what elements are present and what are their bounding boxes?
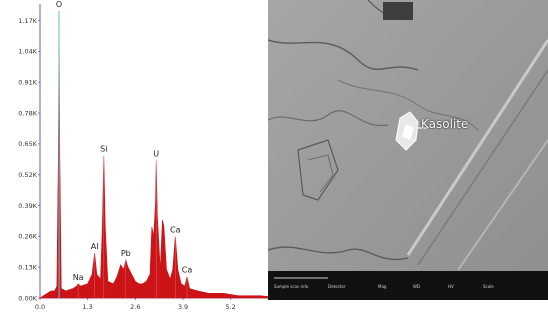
x-tick-label: 3.9 [178,303,188,311]
peak-label: Al [91,242,99,251]
y-tick-label: 1.04K [18,48,37,56]
x-tick-labels: 0.0 1.3 2.6 3.9 5.2 [35,298,236,311]
info-bar-text-3: Mag [378,284,387,289]
info-bar-text-2: Detector [328,284,346,289]
peak-label: Ca [182,266,193,275]
sem-info-bar [268,271,548,300]
sem-micrograph-image: Sample scan info Detector Mag WD HV Scal… [268,0,548,300]
info-bar-text-5: HV [448,284,454,289]
y-tick-label: 0.91K [18,79,37,87]
spectrum-layer [38,11,283,299]
kasolite-highlight [402,124,414,140]
sem-background [268,0,548,300]
peak-label: Na [73,273,84,282]
sem-micrograph: Sample scan info Detector Mag WD HV Scal… [268,0,548,300]
plot-area: 0.00K 0.13K 0.26K 0.39K 0.52K 0.65K 0.78K 0.91K… [18,0,283,311]
y-tick-label: 0.52K [18,171,37,179]
peak-label: Pb [121,249,131,258]
kasolite-annotation: Kasolite [421,117,469,131]
info-bar-text-6: Scale [483,284,494,289]
y-tick-label: 0.65K [18,140,37,148]
info-bar-text-1: Sample scan info [274,284,309,289]
y-tick-label: 0.13K [18,263,37,271]
peak-label: Ca [170,225,181,234]
info-bar-text-4: WD [413,284,420,289]
x-tick-label: 5.2 [225,303,235,311]
y-tick-label: 0.78K [18,109,37,117]
x-tick-label: 0.0 [35,303,45,311]
y-tick-labels: 0.00K 0.13K 0.26K 0.39K 0.52K 0.65K 0.78K 0.91K… [18,17,40,302]
dark-grain [383,2,413,20]
y-tick-label: 1.17K [18,17,37,25]
x-tick-label: 1.3 [82,303,92,311]
y-tick-label: 0.39K [18,202,37,210]
spectrum-area [38,11,283,299]
peak-label: U [153,149,159,158]
y-tick-label: 0.26K [18,233,37,241]
y-tick-label: 0.00K [18,294,37,302]
peak-labels: O Na Al Si Pb U Ca Ca [56,0,192,298]
peak-label: O [56,0,62,9]
peak-label: Si [100,145,107,154]
x-tick-label: 2.6 [130,303,140,311]
